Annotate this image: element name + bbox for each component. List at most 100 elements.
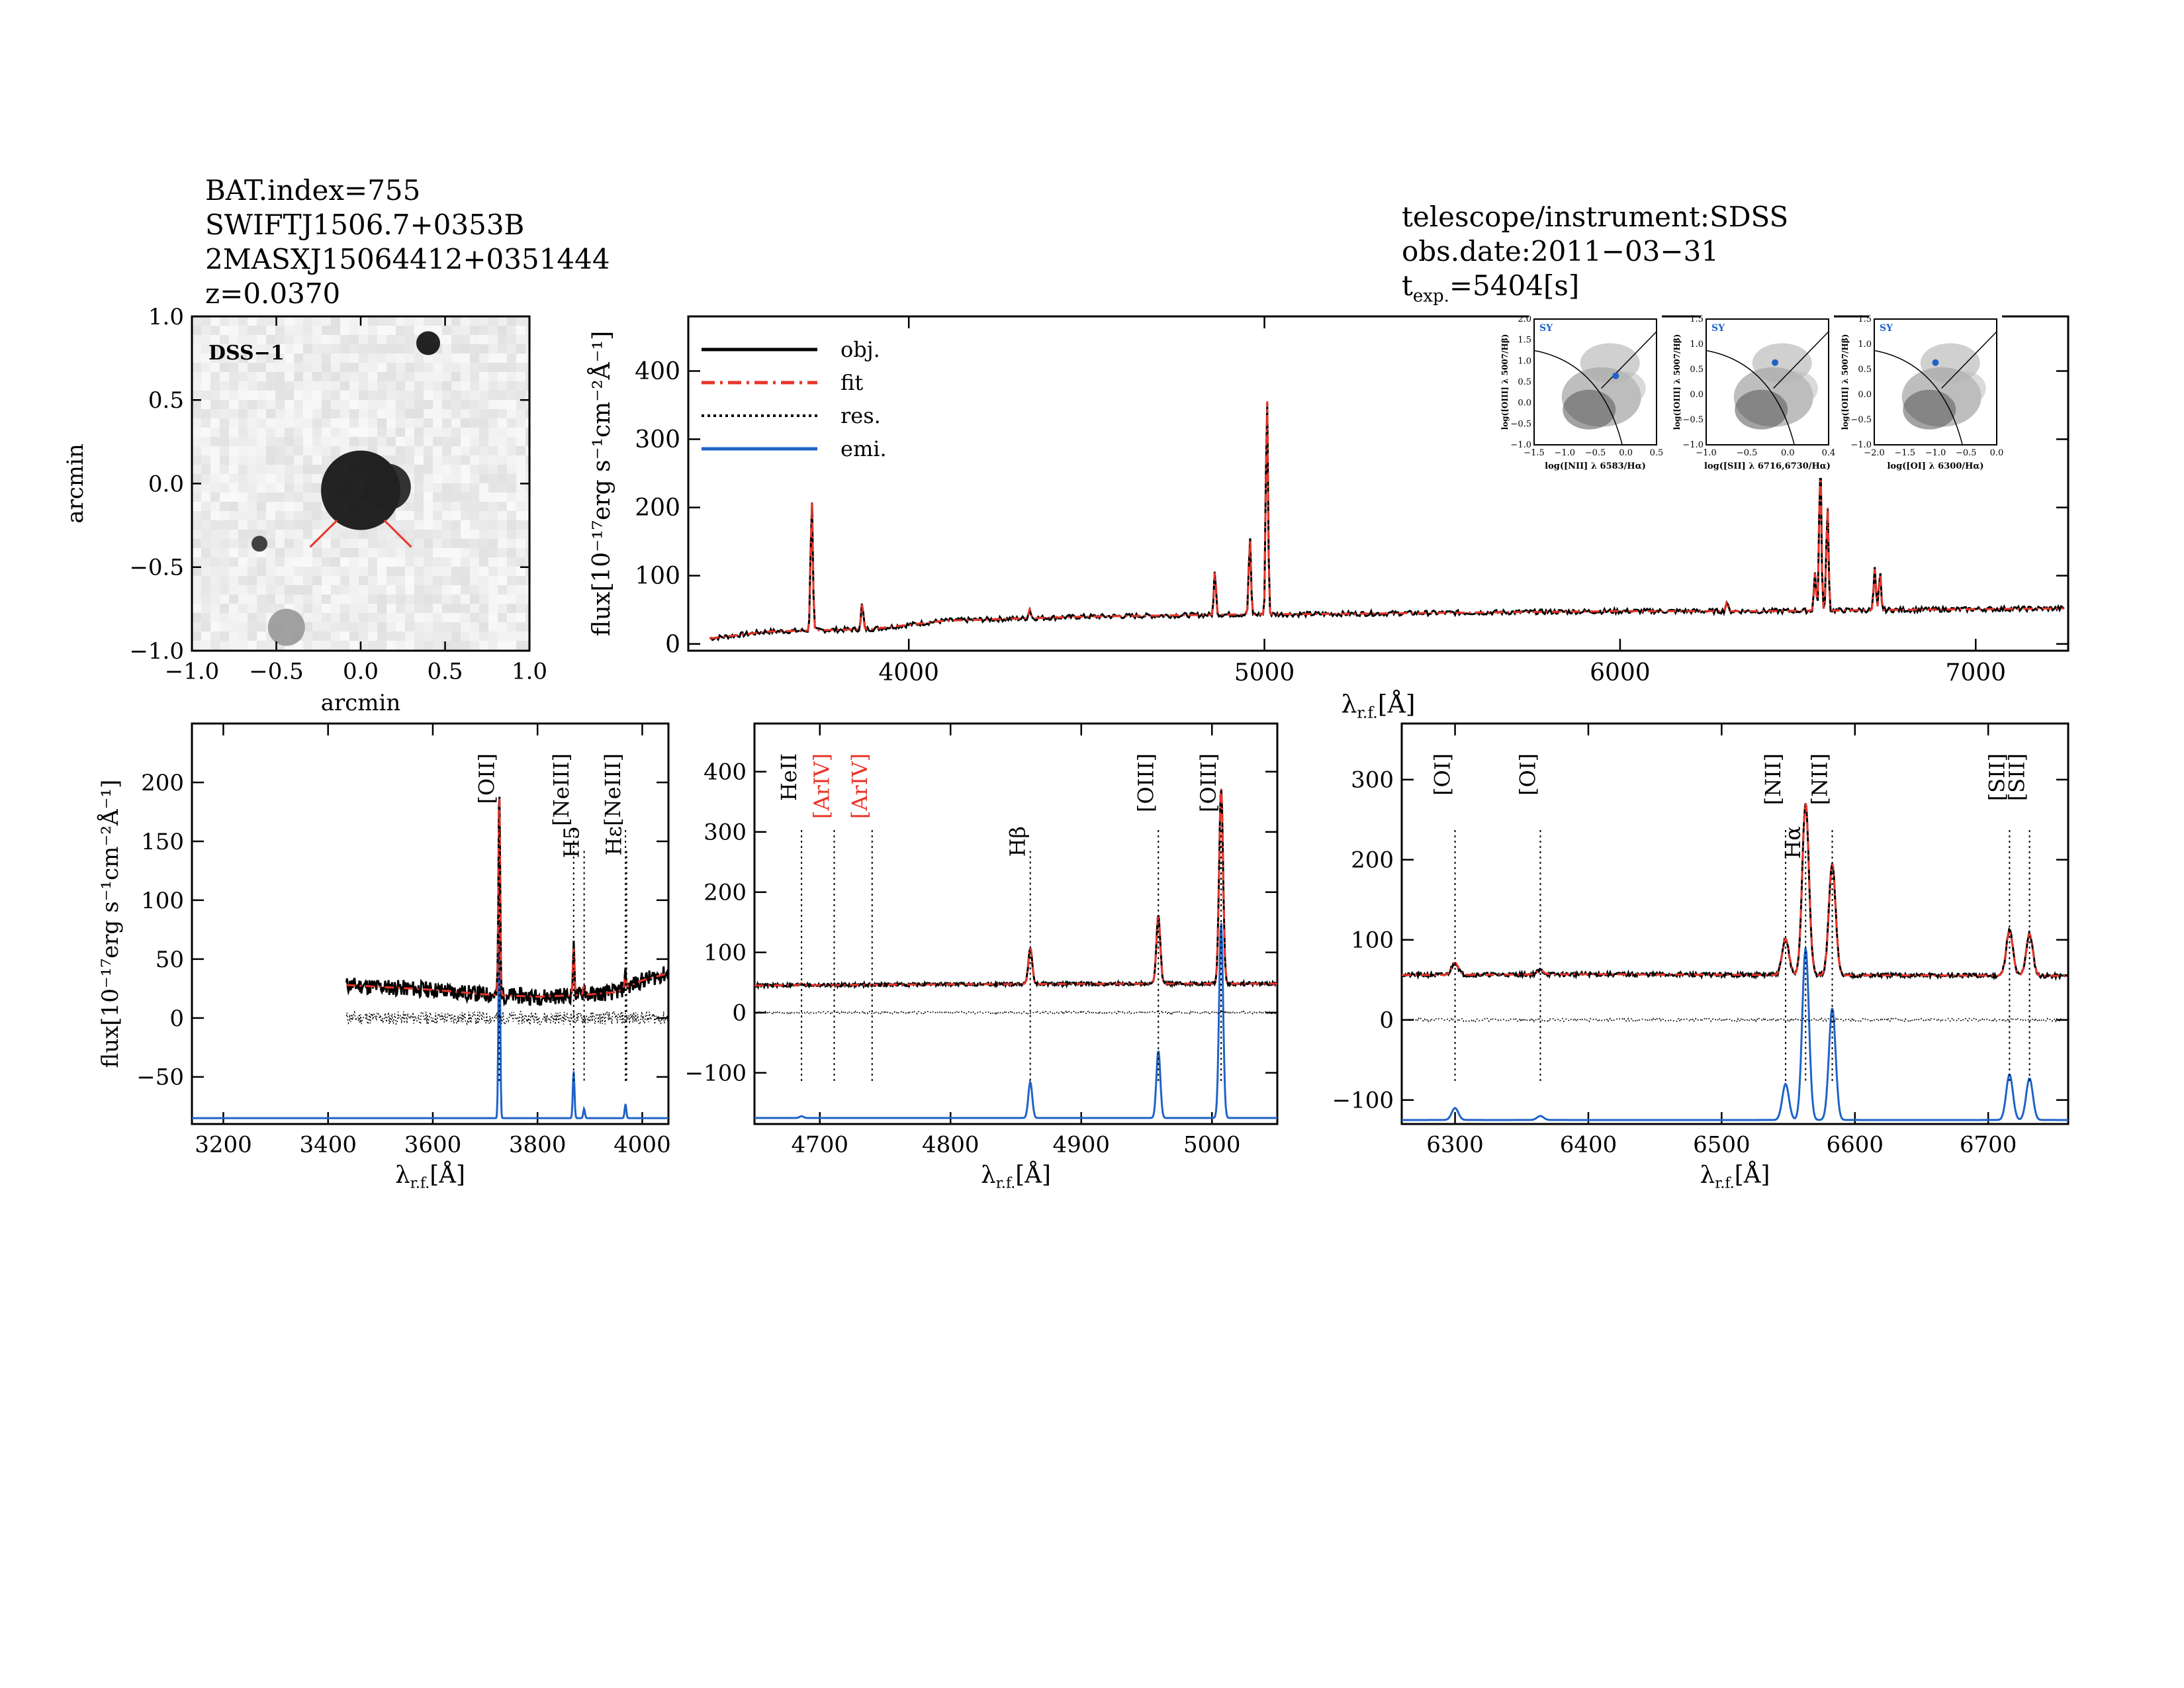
dss-pixel (433, 372, 442, 381)
dss-pixel (461, 400, 470, 409)
dss-pixel (275, 483, 285, 492)
dss-pixel (498, 613, 507, 622)
dss-pixel (414, 548, 424, 557)
dss-pixel (396, 530, 405, 539)
dss-pixel (414, 372, 424, 381)
dss-pixel (424, 585, 433, 594)
dss-pixel (424, 548, 433, 557)
dss-pixel (507, 418, 516, 428)
dss-pixel (470, 391, 479, 400)
dss-pixel (498, 335, 507, 344)
dss-pixel (359, 391, 368, 400)
p3-line-label: [NII] (1760, 753, 1786, 805)
dss-pixel (470, 492, 479, 502)
dss-pixel (229, 455, 238, 465)
dss-pixel (294, 492, 303, 502)
dss-pixel (349, 363, 359, 372)
dss-pixel (470, 557, 479, 567)
dss-pixel (220, 437, 229, 446)
dss-pixel (442, 363, 451, 372)
dss-pixel (442, 502, 451, 511)
dss-pixel (322, 557, 331, 567)
dss-pixel (387, 632, 396, 641)
dss-pixel (266, 585, 275, 594)
dss-pixel (340, 567, 349, 576)
dss-pixel (451, 567, 461, 576)
dss-pixel (461, 474, 470, 483)
dss-pixel (516, 492, 525, 502)
dss-pixel (442, 474, 451, 483)
dss-pixel (507, 622, 516, 632)
p1-obj-series (345, 796, 670, 1008)
dss-pixel (461, 465, 470, 474)
dss-pixel (220, 391, 229, 400)
dss-pixel (275, 353, 285, 363)
dss-pixel (359, 622, 368, 632)
dss-pixel (238, 520, 248, 530)
dss-pixel (294, 502, 303, 511)
dss-pixel (201, 465, 210, 474)
dss-pixel (507, 344, 516, 353)
dss-pixel (248, 576, 257, 585)
dss-pixel (275, 446, 285, 455)
bpt3-ylabel: log([OIII] λ 5007/Hβ) (1841, 334, 1850, 430)
dss-pixel (424, 372, 433, 381)
dss-pixel (192, 604, 201, 613)
dss-pixel (507, 511, 516, 520)
bpt3-ytick-label: 1.0 (1858, 340, 1872, 350)
dss-pixel (359, 539, 368, 548)
dss-pixel (516, 455, 525, 465)
dss-pixel (312, 567, 322, 576)
dss-pixel (451, 530, 461, 539)
p1-ytick-label: 0 (169, 1006, 184, 1032)
dss-pixel (331, 613, 340, 622)
dss-pixel (238, 381, 248, 391)
dss-pixel (461, 641, 470, 650)
dss-pixel (396, 409, 405, 418)
dss-pixel (201, 492, 210, 502)
dss-pixel (248, 502, 257, 511)
dss-pixel (210, 335, 220, 344)
bpt1-xtick-label: −1.0 (1554, 448, 1575, 458)
dss-pixel (479, 437, 488, 446)
dss-pixel (248, 632, 257, 641)
dss-pixel (405, 567, 414, 576)
dss-pixel (414, 511, 424, 520)
dss-pixel (285, 539, 294, 548)
dss-pixel (377, 344, 387, 353)
dss-pixel (340, 363, 349, 372)
dss-pixel (294, 585, 303, 594)
dss-pixel (201, 372, 210, 381)
dss-pixel (349, 400, 359, 409)
dss-pixel (387, 446, 396, 455)
dss-pixel (516, 511, 525, 520)
dss-pixel (525, 502, 529, 511)
dss-pixel (322, 363, 331, 372)
dss-source (251, 536, 267, 552)
dss-pixel (201, 548, 210, 557)
dss-pixel (498, 641, 507, 650)
dss-pixel (266, 326, 275, 335)
dss-pixel (331, 381, 340, 391)
dss-pixel (396, 428, 405, 437)
dss-pixel (488, 409, 498, 418)
dss-pixel (451, 391, 461, 400)
dss-pixel (442, 418, 451, 428)
dss-pixel (192, 548, 201, 557)
dss-pixel (192, 428, 201, 437)
dss-pixel (470, 316, 479, 326)
dss-pixel (488, 576, 498, 585)
dss-pixel (229, 567, 238, 576)
dss-pixel (340, 372, 349, 381)
dss-pixel (414, 400, 424, 409)
dss-pixel (229, 576, 238, 585)
dss-pixel (368, 316, 377, 326)
dss-pixel (451, 344, 461, 353)
dss-pixel (525, 530, 529, 539)
dss-pixel (192, 400, 201, 409)
dss-pixel (405, 557, 414, 567)
dss-pixel (220, 632, 229, 641)
dss-pixel (424, 576, 433, 585)
dss-pixel (498, 594, 507, 604)
dss-pixel (248, 428, 257, 437)
